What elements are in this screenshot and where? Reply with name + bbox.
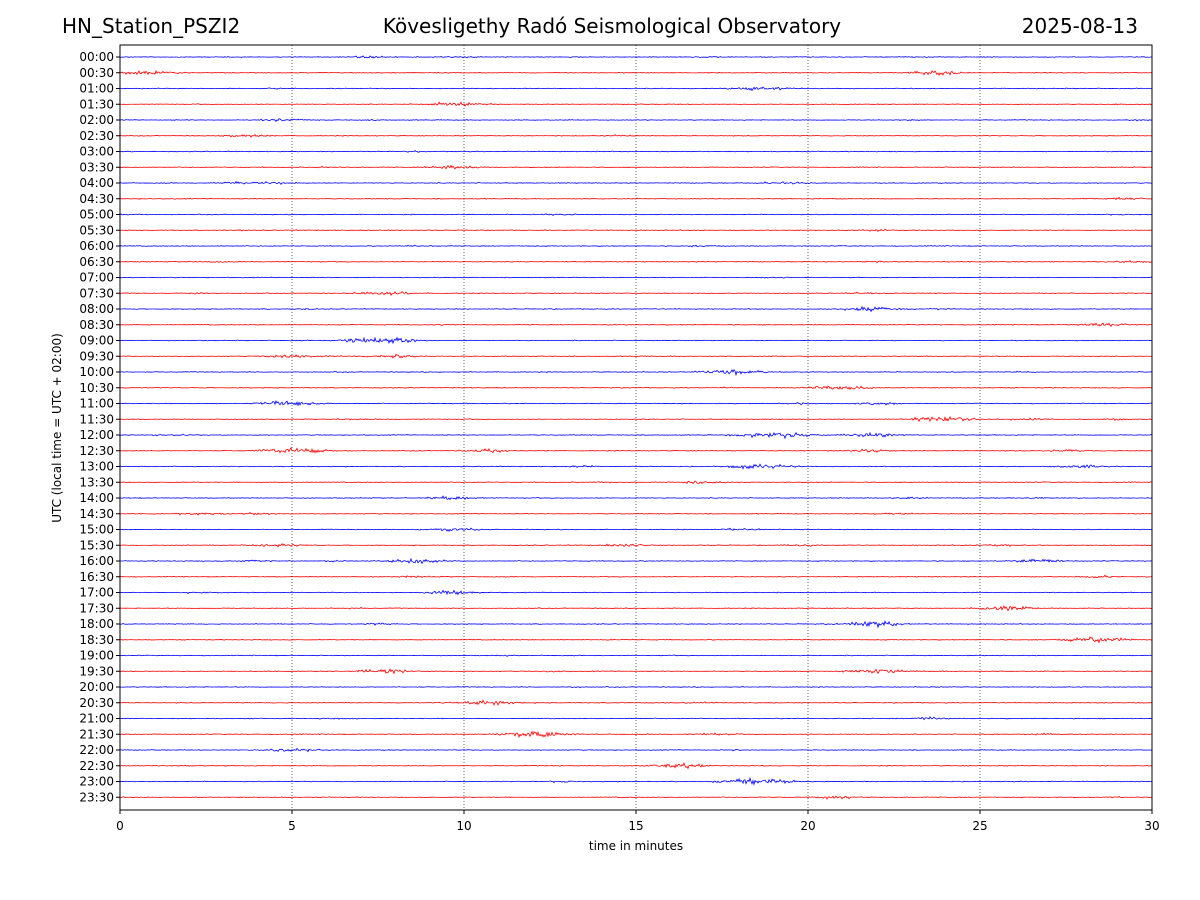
y-tick-label: 18:30: [79, 633, 114, 647]
y-tick-label: 16:00: [79, 554, 114, 568]
y-tick-label: 06:00: [79, 239, 114, 253]
trace-1730: [119, 605, 1153, 612]
y-tick-label: 05:00: [79, 208, 114, 222]
y-tick-label: 04:00: [79, 176, 114, 190]
y-tick-label: 23:30: [79, 790, 114, 804]
trace-1930: [119, 668, 1153, 675]
x-tick-label: 10: [456, 819, 471, 833]
y-tick-label: 19:30: [79, 664, 114, 678]
trace-0530: [119, 228, 1153, 233]
y-tick-label: 10:30: [79, 381, 114, 395]
y-tick-label: 20:00: [79, 680, 114, 694]
trace-0500: [119, 213, 1153, 216]
trace-0700: [119, 276, 1153, 279]
y-tick-label: 21:00: [79, 712, 114, 726]
trace-1330: [119, 480, 1153, 485]
trace-0900: [119, 336, 1153, 345]
y-tick-label: 01:00: [79, 82, 114, 96]
y-tick-label: 04:30: [79, 192, 114, 206]
trace-0300: [119, 150, 1153, 153]
trace-1700: [119, 589, 1153, 596]
trace-0930: [119, 353, 1152, 359]
trace-1530: [119, 542, 1153, 548]
x-tick-label: 30: [1144, 819, 1159, 833]
y-tick-label: 09:00: [79, 334, 114, 348]
trace-1800: [119, 620, 1153, 629]
y-tick-label: 09:30: [79, 349, 114, 363]
y-tick-label: 22:30: [79, 759, 114, 773]
trace-2130: [119, 730, 1153, 739]
y-tick-label: 07:30: [79, 286, 114, 300]
x-tick-label: 25: [972, 819, 987, 833]
trace-0130: [119, 101, 1153, 107]
trace-2330: [119, 795, 1153, 800]
station-name: HN_Station_PSZI2: [62, 14, 241, 38]
trace-2100: [119, 716, 1153, 721]
trace-0330: [119, 164, 1153, 170]
trace-0100: [119, 86, 1153, 92]
trace-0800: [119, 305, 1153, 313]
y-tick-label: 08:00: [79, 302, 114, 316]
chart-date: 2025-08-13: [1021, 14, 1138, 38]
trace-1900: [119, 654, 1153, 657]
y-tick-label: 11:00: [79, 397, 114, 411]
y-tick-label: 22:00: [79, 743, 114, 757]
y-tick-label: 11:30: [79, 412, 114, 426]
y-tick-label: 13:30: [79, 475, 114, 489]
trace-2300: [119, 776, 1153, 786]
y-tick-label: 06:30: [79, 255, 114, 269]
trace-2200: [119, 747, 1153, 753]
y-tick-label: 03:00: [79, 145, 114, 159]
y-tick-label: 03:30: [79, 160, 114, 174]
y-tick-label: 20:30: [79, 696, 114, 710]
y-tick-label: 17:30: [79, 601, 114, 615]
y-tick-label: 00:00: [79, 50, 114, 64]
trace-1300: [119, 463, 1153, 470]
y-tick-label: 08:30: [79, 318, 114, 332]
x-tick-label: 0: [116, 819, 124, 833]
x-tick-label: 5: [288, 819, 296, 833]
y-tick-label: 10:00: [79, 365, 114, 379]
y-tick-label: 05:30: [79, 223, 114, 237]
x-tick-labels: 0 5 10 15 20 25 30: [116, 810, 1160, 833]
y-tick-label: 14:00: [79, 491, 114, 505]
y-tick-label: 14:30: [79, 507, 114, 521]
y-tick-label: 12:30: [79, 444, 114, 458]
y-tick-label: 15:00: [79, 523, 114, 537]
y-tick-label: 02:00: [79, 113, 114, 127]
x-tick-label: 20: [800, 819, 815, 833]
y-tick-label: 18:00: [79, 617, 114, 631]
trace-1100: [119, 399, 1153, 407]
y-tick-label: 07:00: [79, 271, 114, 285]
y-tick-label: 00:30: [79, 66, 114, 80]
grid-layer: [291, 45, 981, 810]
y-tick-label: 01:30: [79, 97, 114, 111]
y-tick-label: 19:00: [79, 649, 114, 663]
y-tick-label: 12:00: [79, 428, 114, 442]
y-axis-label: UTC (local time = UTC + 02:00): [50, 333, 64, 523]
observatory-title: Kövesligethy Radó Seismological Observat…: [382, 14, 842, 38]
trace-1130: [119, 415, 1153, 423]
x-axis-label: time in minutes: [589, 839, 683, 853]
trace-1500: [119, 527, 1153, 533]
trace-0730: [119, 291, 1153, 296]
y-tick-label: 17:00: [79, 586, 114, 600]
x-tick-label: 15: [628, 819, 643, 833]
y-tick-label: 02:30: [79, 129, 114, 143]
y-tick-label: 21:30: [79, 727, 114, 741]
y-tick-label: 15:30: [79, 538, 114, 552]
y-tick-label: 13:00: [79, 460, 114, 474]
y-tick-label: 23:00: [79, 775, 114, 789]
y-tick-label: 16:30: [79, 570, 114, 584]
